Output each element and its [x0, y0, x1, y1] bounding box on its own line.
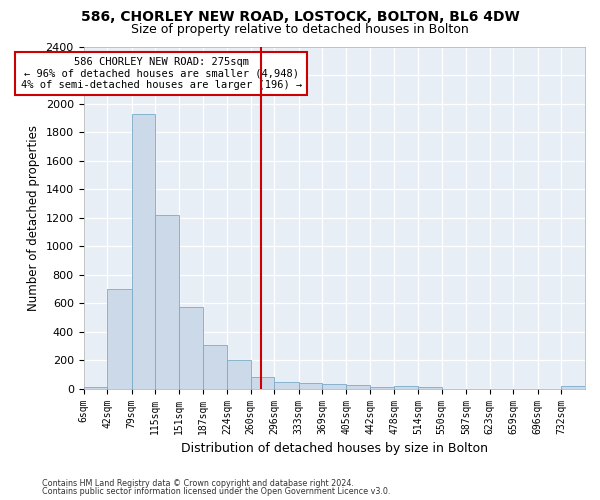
Bar — [299, 384, 322, 388]
Bar — [274, 382, 299, 388]
Bar — [227, 360, 251, 388]
Text: Contains public sector information licensed under the Open Government Licence v3: Contains public sector information licen… — [42, 487, 391, 496]
Text: Contains HM Land Registry data © Crown copyright and database right 2024.: Contains HM Land Registry data © Crown c… — [42, 478, 354, 488]
Bar — [107, 289, 131, 388]
Text: 586 CHORLEY NEW ROAD: 275sqm
← 96% of detached houses are smaller (4,948)
4% of : 586 CHORLEY NEW ROAD: 275sqm ← 96% of de… — [20, 57, 302, 90]
Text: Size of property relative to detached houses in Bolton: Size of property relative to detached ho… — [131, 22, 469, 36]
Bar — [418, 387, 442, 388]
Bar — [179, 308, 203, 388]
Bar — [251, 376, 274, 388]
Bar — [370, 386, 394, 388]
Bar — [131, 114, 155, 388]
Bar — [322, 384, 346, 388]
Text: 586, CHORLEY NEW ROAD, LOSTOCK, BOLTON, BL6 4DW: 586, CHORLEY NEW ROAD, LOSTOCK, BOLTON, … — [80, 10, 520, 24]
Y-axis label: Number of detached properties: Number of detached properties — [27, 124, 40, 310]
Bar — [203, 345, 227, 389]
Bar — [346, 384, 370, 388]
X-axis label: Distribution of detached houses by size in Bolton: Distribution of detached houses by size … — [181, 442, 488, 455]
Bar — [83, 386, 107, 388]
Bar — [394, 386, 418, 388]
Bar — [155, 214, 179, 388]
Bar — [562, 386, 585, 388]
